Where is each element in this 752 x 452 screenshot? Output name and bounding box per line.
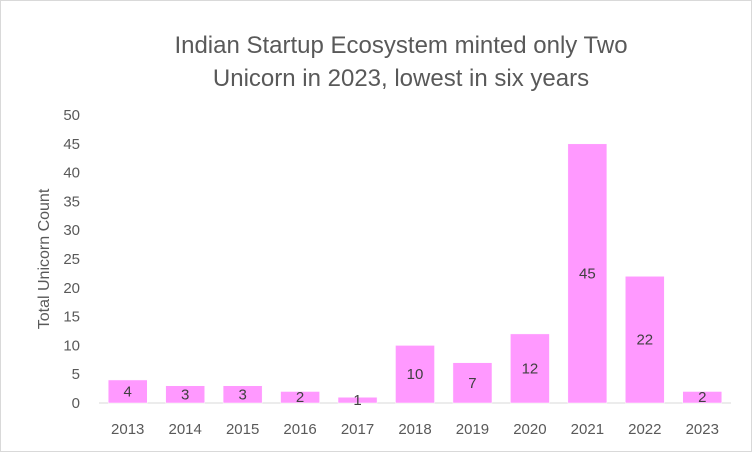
y-tick-label: 30 [63, 222, 80, 239]
bar [337, 396, 378, 404]
chart-title-line-2: Unicorn in 2023, lowest in six years [212, 65, 590, 92]
data-label: 45 [579, 265, 596, 282]
data-label: 4 [124, 383, 132, 400]
data-label: 12 [522, 360, 539, 377]
x-axis: 2013 2014 2015 2016 2017 2018 2019 2020 2021 2022… [111, 421, 719, 438]
y-axis: 0 5 10 15 20 25 30 35 40 45 50 [63, 107, 80, 412]
data-label: 2 [296, 389, 304, 406]
y-tick-label: 25 [63, 251, 80, 268]
y-tick-label: 5 [72, 366, 80, 383]
y-tick-label: 45 [63, 136, 80, 153]
x-tick-label: 2023 [686, 421, 719, 438]
x-tick-label: 2022 [628, 421, 661, 438]
y-tick-label: 15 [63, 309, 80, 326]
data-label: 10 [407, 366, 424, 383]
data-label: 1 [353, 392, 361, 409]
x-tick-label: 2015 [226, 421, 259, 438]
bar [395, 345, 435, 404]
bar [222, 385, 263, 404]
data-label: 7 [468, 375, 476, 392]
x-tick-label: 2019 [456, 421, 489, 438]
data-label: 2 [698, 389, 706, 406]
y-tick-label: 10 [63, 337, 80, 354]
y-axis-label: Total Unicorn Count [36, 188, 53, 329]
x-tick-label: 2013 [111, 421, 144, 438]
x-tick-label: 2020 [513, 421, 546, 438]
y-tick-label: 20 [63, 280, 80, 297]
bar [682, 391, 723, 404]
y-tick-label: 50 [63, 107, 80, 124]
bar [280, 391, 320, 404]
y-tick-label: 40 [63, 165, 80, 182]
bar [165, 385, 205, 404]
y-tick-label: 0 [72, 395, 80, 412]
x-tick-label: 2018 [398, 421, 431, 438]
data-label: 3 [238, 386, 246, 403]
x-tick-label: 2016 [283, 421, 316, 438]
x-tick-label: 2021 [571, 421, 604, 438]
bar [625, 276, 665, 404]
chart-title-line-1: Indian Startup Ecosystem minted only Two [174, 32, 628, 59]
x-tick-label: 2017 [341, 421, 374, 438]
data-label: 3 [181, 386, 189, 403]
x-tick-label: 2014 [168, 421, 201, 438]
data-label: 22 [636, 332, 653, 349]
y-tick-label: 35 [63, 193, 80, 210]
bar [510, 333, 550, 404]
bar [567, 143, 608, 404]
bar [452, 362, 493, 404]
chart-title: Indian Startup Ecosystem minted only Two… [61, 29, 741, 95]
bar [107, 379, 148, 404]
